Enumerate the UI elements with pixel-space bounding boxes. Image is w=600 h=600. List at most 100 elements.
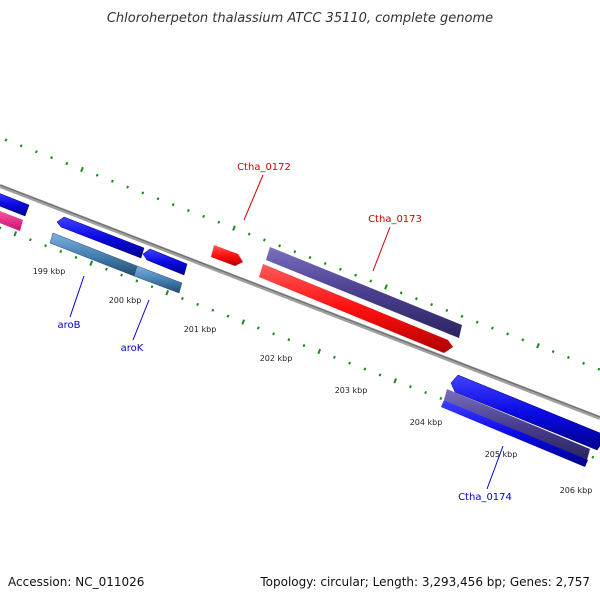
gene-label-aroK[interactable]: aroK <box>121 343 144 354</box>
minor-tick <box>50 156 54 160</box>
scale-label: 200 kbp <box>109 296 142 305</box>
major-tick <box>13 231 18 237</box>
minor-tick <box>74 255 78 259</box>
minor-tick <box>378 373 382 377</box>
gene-feature[interactable] <box>441 400 588 467</box>
minor-tick <box>506 332 510 336</box>
minor-tick <box>332 355 336 359</box>
major-tick <box>89 260 94 266</box>
minor-tick <box>135 279 139 283</box>
gene-label-ctha-0173[interactable]: Ctha_0173 <box>368 214 422 225</box>
minor-tick <box>217 220 221 224</box>
minor-tick <box>150 285 154 289</box>
minor-tick <box>126 185 130 189</box>
minor-tick <box>338 267 342 271</box>
scale-label: 204 kbp <box>410 418 443 427</box>
minor-tick <box>141 191 145 195</box>
minor-tick <box>247 232 251 236</box>
minor-tick <box>591 455 595 459</box>
minor-tick <box>59 249 63 254</box>
minor-tick <box>211 308 215 312</box>
gene-label-aroB[interactable]: aroB <box>58 320 81 331</box>
minor-tick <box>186 209 190 213</box>
minor-tick <box>582 361 586 365</box>
major-tick <box>80 166 84 173</box>
minor-tick <box>262 238 266 242</box>
minor-tick <box>65 161 69 166</box>
major-tick <box>165 289 170 296</box>
minor-tick <box>293 250 297 254</box>
minor-tick <box>430 303 434 307</box>
gene-feature[interactable] <box>259 264 453 353</box>
forward-strand-genes <box>0 192 462 338</box>
minor-tick <box>226 314 230 318</box>
minor-tick <box>202 214 206 218</box>
minor-tick <box>460 314 464 318</box>
major-tick <box>232 225 236 231</box>
major-tick <box>393 378 398 384</box>
minor-tick <box>369 279 373 283</box>
minor-tick <box>287 338 291 342</box>
minor-tick <box>490 326 494 330</box>
gene-feature[interactable] <box>450 374 600 451</box>
minor-tick <box>439 396 443 400</box>
minor-tick <box>597 367 600 371</box>
major-tick <box>536 343 540 349</box>
minor-tick <box>354 273 358 277</box>
minor-tick <box>4 138 8 142</box>
major-tick <box>241 319 246 325</box>
minor-tick <box>110 179 114 183</box>
topology-text: Topology: circular; Length: 3,293,456 bp… <box>259 575 590 589</box>
gene-feature[interactable] <box>444 389 590 460</box>
outer-tick-ring <box>4 138 600 371</box>
minor-tick <box>19 144 23 148</box>
minor-tick <box>323 261 327 265</box>
accession-text: Accession: NC_011026 <box>8 575 144 589</box>
gene-feature[interactable] <box>211 245 243 266</box>
scale-label: 201 kbp <box>184 325 217 334</box>
minor-tick <box>44 244 48 248</box>
label-leaders <box>69 174 504 490</box>
minor-tick <box>308 256 312 260</box>
minor-tick <box>28 238 32 242</box>
gene-feature[interactable] <box>0 207 23 231</box>
gene-feature[interactable] <box>266 247 462 338</box>
minor-tick <box>0 226 2 230</box>
gene-feature[interactable] <box>56 216 145 259</box>
gene-label-ctha-0172[interactable]: Ctha_0172 <box>237 162 291 173</box>
genome-backbone <box>0 184 600 420</box>
gene-labels: aroB aroK Ctha_0172 Ctha_0173 Ctha_0174 <box>58 162 512 503</box>
scale-label: 206 kbp <box>560 486 593 495</box>
minor-tick <box>278 244 282 248</box>
minor-tick <box>120 273 124 277</box>
gene-label-ctha-0174[interactable]: Ctha_0174 <box>458 492 512 503</box>
minor-tick <box>95 173 99 177</box>
minor-tick <box>34 150 38 154</box>
scale-label: 199 kbp <box>33 267 66 276</box>
map-title: Chloroherpeton thalassium ATCC 35110, co… <box>107 11 493 26</box>
minor-tick <box>156 197 160 201</box>
gene-feature[interactable] <box>133 265 183 294</box>
reverse-strand-genes <box>49 232 600 467</box>
scale-label: 205 kbp <box>485 450 518 459</box>
minor-tick <box>399 291 403 295</box>
minor-tick <box>348 361 352 365</box>
minor-tick <box>180 297 184 301</box>
minor-tick <box>551 350 555 354</box>
minor-tick <box>521 338 525 342</box>
major-tick <box>384 284 388 290</box>
minor-tick <box>424 391 428 395</box>
minor-tick <box>171 203 175 207</box>
scale-labels: 199 kbp 200 kbp 201 kbp 202 kbp 203 kbp … <box>33 267 593 495</box>
minor-tick <box>475 320 479 324</box>
minor-tick <box>408 385 412 389</box>
gene-feature[interactable] <box>142 248 188 276</box>
major-tick <box>317 348 322 355</box>
minor-tick <box>302 344 306 348</box>
minor-tick <box>272 332 276 336</box>
minor-tick <box>445 308 449 312</box>
minor-tick <box>414 297 418 301</box>
gene-feature[interactable] <box>0 192 30 217</box>
minor-tick <box>104 267 108 271</box>
